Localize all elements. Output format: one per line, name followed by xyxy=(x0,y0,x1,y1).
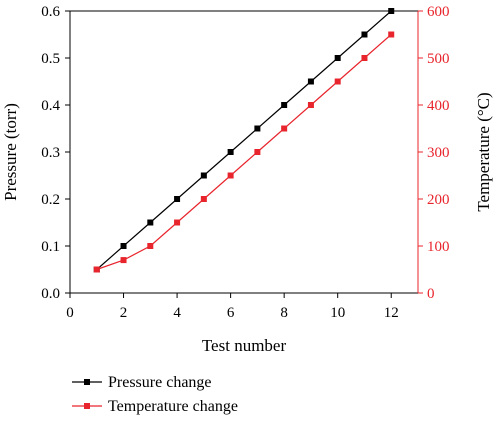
x-tick-label: 10 xyxy=(330,305,345,321)
x-tick-label: 0 xyxy=(66,305,74,321)
pressure-change-point xyxy=(307,78,314,85)
pressure-change-point xyxy=(388,8,395,14)
temperature-change-point xyxy=(147,243,154,249)
legend-temperature-change-marker xyxy=(84,403,90,409)
temperature-change-point xyxy=(254,149,261,155)
left-y-tick-label: 0.2 xyxy=(41,192,60,208)
temperature-change-point xyxy=(361,55,368,61)
right-y-tick-label: 400 xyxy=(427,98,450,114)
x-tick-label: 2 xyxy=(120,305,128,321)
temperature-change-point xyxy=(93,266,100,273)
right-y-tick-label: 200 xyxy=(427,192,450,208)
temperature-change-point xyxy=(334,78,341,85)
temperature-change-point xyxy=(174,219,181,226)
pressure-change-point xyxy=(334,55,341,61)
pressure-change-point xyxy=(200,172,207,179)
left-y-tick-label: 0.1 xyxy=(41,239,60,255)
temperature-change-point xyxy=(200,196,207,202)
pressure-change-point xyxy=(147,219,154,226)
left-y-tick-label: 0.6 xyxy=(41,4,60,20)
pressure-change-point xyxy=(281,102,288,108)
x-tick-label: 8 xyxy=(280,305,288,321)
legend-pressure-change-marker xyxy=(84,379,90,385)
legend-temperature-change-label: Temperature change xyxy=(108,398,238,415)
right-y-tick-label: 500 xyxy=(427,51,450,67)
temperature-change-line xyxy=(96,34,392,271)
left-y-tick-label: 0.5 xyxy=(41,51,60,67)
temperature-change-point xyxy=(281,125,288,132)
left-y-tick-label: 0.4 xyxy=(41,98,60,114)
pressure-change-point xyxy=(254,125,261,132)
left-y-axis-title: Pressure (torr) xyxy=(1,103,20,201)
left-y-tick-label: 0.3 xyxy=(41,145,60,161)
right-y-tick-label: 600 xyxy=(427,4,450,20)
axes-layer: 0 2 4 6 8 10 12 0.0 0.1 0.2 0.3 0.4 0.5 0.6 0 100 200 300… xyxy=(1,4,493,355)
x-tick-label: 12 xyxy=(384,305,399,321)
x-axis-title: Test number xyxy=(202,336,287,355)
right-y-tick-label: 100 xyxy=(427,239,450,255)
pressure-change-point xyxy=(120,243,127,249)
legend: Pressure change Temperature change xyxy=(72,374,238,415)
pressure-change-point xyxy=(174,196,181,202)
legend-pressure-change-label: Pressure change xyxy=(108,374,212,391)
right-y-axis-title: Temperature (°C) xyxy=(474,92,493,211)
left-y-tick-label: 0.0 xyxy=(41,286,60,302)
temperature-change-point xyxy=(388,31,395,38)
temperature-change-point xyxy=(307,102,314,108)
right-y-tick-label: 300 xyxy=(427,145,450,161)
x-tick-label: 6 xyxy=(227,305,235,321)
right-y-tick-label: 0 xyxy=(427,286,435,302)
temperature-change-point xyxy=(120,257,127,264)
pressure-change-line xyxy=(96,10,392,270)
x-tick-label: 4 xyxy=(173,305,181,321)
pressure-change-point xyxy=(361,31,368,38)
series-layer xyxy=(93,8,395,273)
pressure-change-point xyxy=(227,149,234,155)
temperature-change-point xyxy=(227,172,234,179)
